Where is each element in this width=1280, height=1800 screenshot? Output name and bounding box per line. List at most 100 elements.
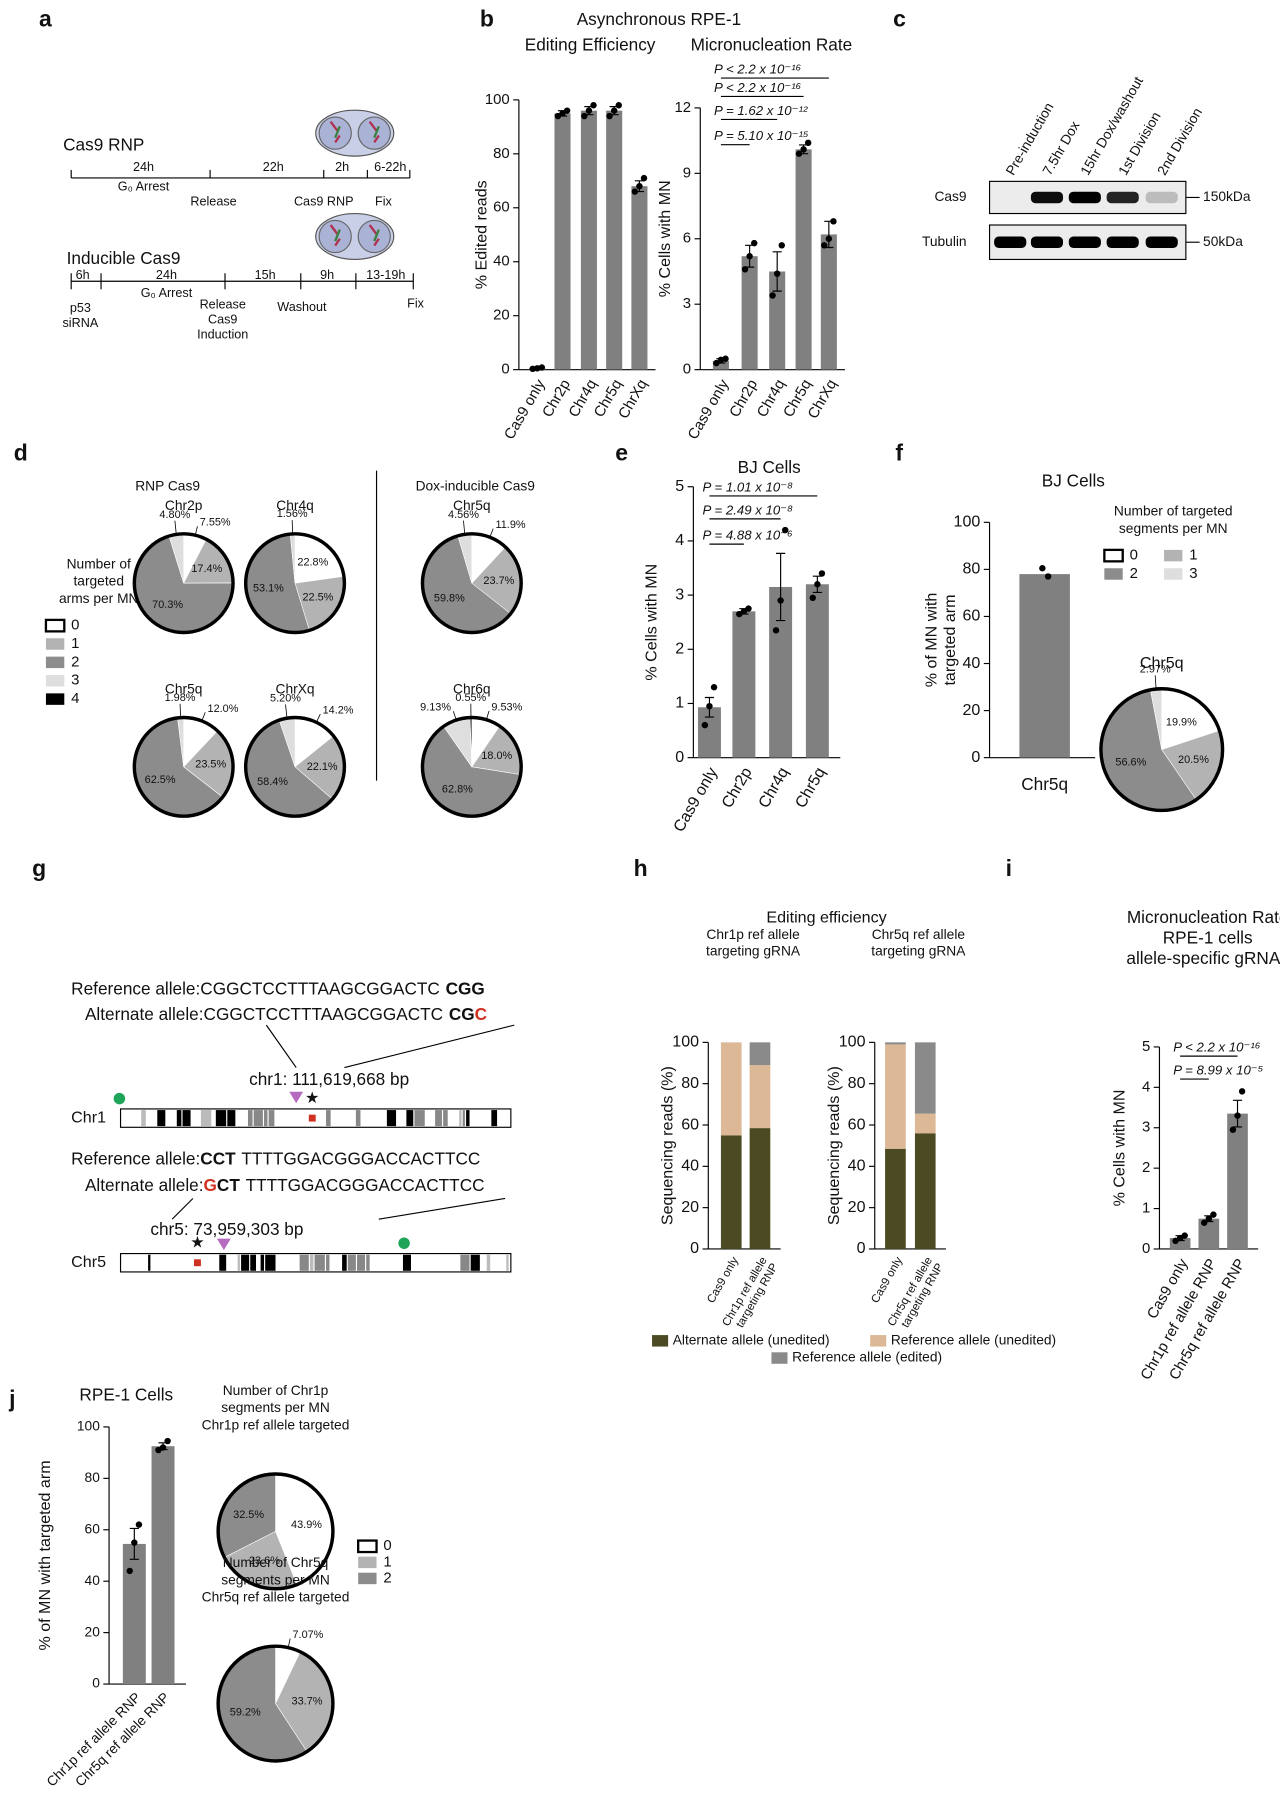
slice-label: 23.7% (483, 575, 514, 587)
y-tick-label: 0 (683, 361, 691, 378)
data-point (818, 570, 826, 577)
data-point (782, 526, 789, 534)
legend-label: 3 (71, 672, 79, 689)
legend-label: 2 (383, 1569, 391, 1586)
snp: G (204, 1174, 217, 1194)
data-point (821, 242, 828, 249)
chromosome-band (309, 1254, 314, 1271)
slice-label: 33.7% (292, 1695, 323, 1707)
data-point (1234, 1112, 1241, 1119)
bar (606, 110, 623, 370)
y-tick-label: 20 (85, 1624, 101, 1639)
y-tick-label: 40 (681, 1157, 699, 1175)
y-tick-label: 6 (683, 230, 691, 247)
chromosome-band (355, 1110, 361, 1127)
bar-segment (885, 1044, 906, 1149)
data-point (795, 150, 803, 157)
y-tick-label: 1 (675, 694, 684, 712)
chromosome-band (237, 1254, 240, 1271)
chromosome-band (435, 1110, 442, 1127)
leader-line (1154, 675, 1157, 690)
position: chr5: 73,959,303 bp (150, 1219, 303, 1239)
data-point (830, 218, 837, 225)
group-label: Dox-inducible Cas9 (416, 478, 535, 493)
pie-outline (243, 532, 347, 635)
event: Fix (375, 194, 393, 208)
chromosome-band (357, 1254, 366, 1271)
chromosome-band (264, 1110, 268, 1127)
chromosome-band (141, 1110, 146, 1127)
y-tick-label: 100 (485, 91, 510, 108)
bar (151, 1446, 175, 1685)
legend-title: targeted (73, 574, 124, 589)
data-point (1044, 573, 1052, 580)
data-point (800, 146, 807, 153)
bar (1198, 1218, 1220, 1249)
data-point (777, 597, 784, 604)
slice-label: 53.1% (253, 582, 284, 594)
slice-label: 0.55% (455, 692, 486, 704)
y-tick-label: 3 (675, 585, 684, 603)
y-tick-label: 3 (1142, 1119, 1150, 1136)
legend-swatch (44, 618, 66, 633)
data-point (590, 102, 597, 109)
data-point (751, 239, 758, 247)
y-axis-label: % of MN with (922, 593, 940, 688)
sequence: Reference allele:CGGCTCCTTTAAGCGGACTC CGG (71, 978, 485, 998)
p-value: P = 5.10 x 10⁻¹⁵ (714, 128, 809, 143)
duration: 6h (76, 268, 90, 282)
chromosome-band (366, 1254, 370, 1271)
pam: CCT (200, 1148, 236, 1168)
data-point (741, 266, 749, 273)
data-point (825, 235, 833, 242)
bar (122, 1543, 146, 1685)
chart-title: Chr4q (276, 498, 314, 513)
zoom-line (171, 1024, 515, 1220)
y-tick-label: 20 (681, 1198, 699, 1216)
chart-title: Chr2p (165, 498, 203, 513)
p-value: P < 2.2 x 10⁻¹⁶ (1173, 1040, 1261, 1055)
x-tick-label: Chr2p (718, 764, 755, 811)
y-axis-label: % Edited reads (472, 180, 490, 289)
legend-swatch (358, 1572, 377, 1585)
panel-label: g (32, 855, 46, 881)
slice-label: 58.4% (257, 776, 288, 788)
slice-label: 1.56% (277, 508, 308, 520)
pie-outline (216, 1644, 335, 1763)
seq: TTTTGGACGGGACCACTTCC (246, 1174, 485, 1194)
slice-label: 22.5% (302, 592, 333, 604)
event: Fix (407, 297, 425, 311)
chart-title: Chr5q ref allele targeted (202, 1590, 350, 1605)
y-tick-label: 40 (848, 1157, 866, 1175)
chromosome-band (466, 1110, 470, 1127)
slice-label: 20.5% (1178, 754, 1209, 766)
panel-label: c (893, 6, 906, 32)
chromosome-band (148, 1254, 151, 1271)
x-label-group: Cas9 only (670, 764, 721, 835)
chart-title: Number of Chr5q (223, 1555, 329, 1570)
y-tick-label: 20 (962, 701, 980, 719)
legend-swatch (45, 693, 65, 705)
chromosome-band (402, 1254, 411, 1271)
y-axis-label: targeted arm (941, 594, 959, 685)
y-tick-label: 100 (839, 1033, 866, 1051)
band (994, 236, 1027, 248)
timeline-inducible: Inducible Cas9 6h 24h 15h 9h 13-19h p53 … (63, 248, 425, 342)
slice-label: 70.3% (152, 599, 183, 611)
row-label: Cas9 (934, 189, 966, 204)
event: G₀ Arrest (141, 286, 193, 300)
pie-outline (1099, 687, 1225, 813)
band (1030, 191, 1064, 204)
x-label-group: Chr2p (718, 764, 755, 811)
bar (580, 110, 597, 370)
y-tick-label: 0 (92, 1676, 100, 1691)
data-point (745, 605, 752, 612)
chromosome-band (299, 1254, 309, 1271)
slice-label: 4.80% (159, 509, 190, 521)
duration: 15h (255, 268, 276, 282)
event: Cas9 RNP (294, 194, 354, 208)
legend-label: 3 (1189, 565, 1197, 582)
bar-segment (749, 1042, 771, 1066)
target-marker (216, 1238, 231, 1251)
y-tick-label: 60 (962, 607, 980, 625)
